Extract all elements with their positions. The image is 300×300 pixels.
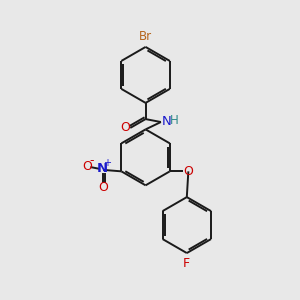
Text: N: N — [96, 162, 107, 175]
Text: N: N — [162, 115, 172, 128]
Text: +: + — [103, 158, 111, 168]
Text: O: O — [98, 181, 108, 194]
Text: F: F — [183, 257, 190, 271]
Text: -: - — [89, 154, 94, 167]
Text: O: O — [82, 160, 92, 173]
Text: Br: Br — [139, 30, 152, 44]
Text: O: O — [120, 122, 130, 134]
Text: O: O — [183, 165, 193, 178]
Text: H: H — [170, 114, 178, 127]
